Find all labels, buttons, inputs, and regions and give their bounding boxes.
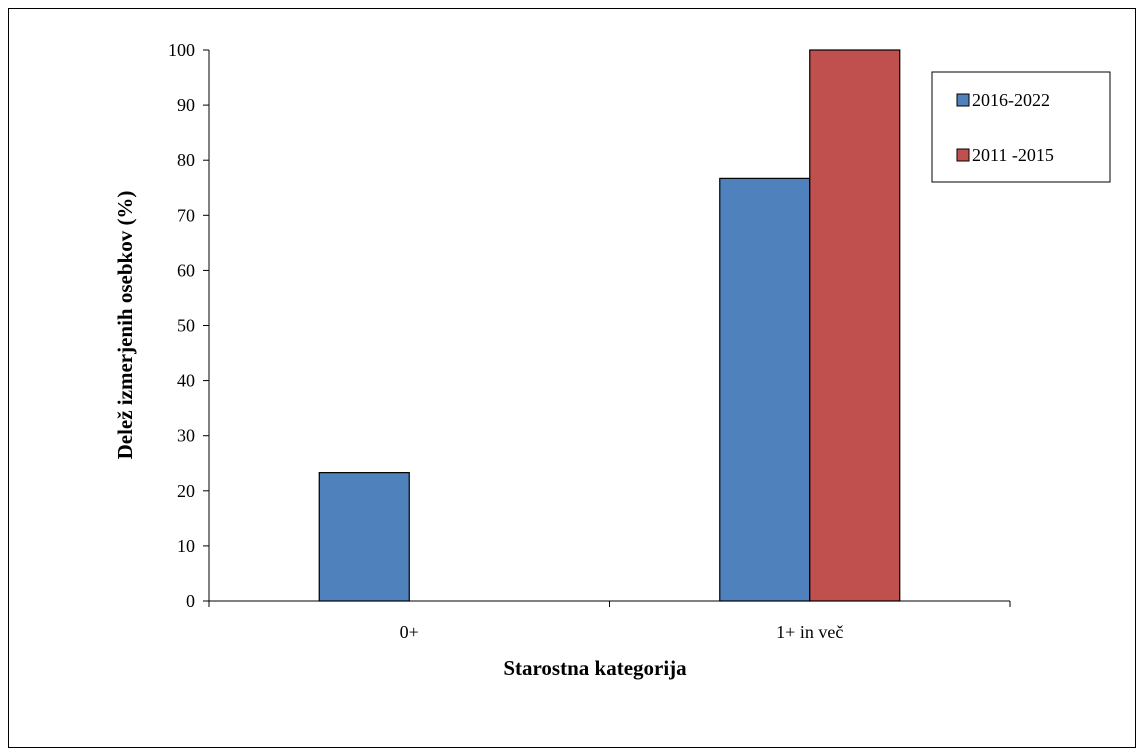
y-tick-label: 10: [177, 536, 195, 556]
y-tick-label: 70: [177, 205, 195, 225]
bar-series-1-cat-1: [318, 472, 410, 602]
y-tick-label: 100: [168, 40, 195, 60]
legend-swatch: [956, 148, 970, 162]
bars-group: [318, 49, 901, 602]
legend-swatch: [956, 93, 970, 107]
legend: 2016-2022 2011 -2015: [931, 71, 1111, 183]
y-tick-label: 80: [177, 150, 195, 170]
y-tick-label: 20: [177, 481, 195, 501]
x-tick-label: 0+: [400, 622, 419, 642]
y-axis: 0 10 20 30 40 50 60 70 80 90 100: [168, 40, 210, 611]
y-tick-label: 40: [177, 371, 195, 391]
y-tick-label: 0: [186, 591, 195, 611]
x-tick-label: 1+ in več: [776, 622, 843, 642]
y-tick-label: 90: [177, 95, 195, 115]
bar-series-1-cat-2: [719, 177, 811, 602]
bar-series-2-cat-2: [809, 49, 901, 602]
y-axis-title: Delež izmerjenih osebkov (%): [113, 191, 137, 460]
y-tick-label: 60: [177, 260, 195, 280]
y-tick-label: 50: [177, 316, 195, 336]
legend-label: 2016-2022: [972, 90, 1050, 110]
legend-label: 2011 -2015: [972, 145, 1054, 165]
legend-box: [931, 71, 1111, 183]
x-axis-title: Starostna kategorija: [503, 656, 687, 680]
y-tick-label: 30: [177, 426, 195, 446]
x-axis: 0+ 1+ in več: [208, 600, 1011, 642]
